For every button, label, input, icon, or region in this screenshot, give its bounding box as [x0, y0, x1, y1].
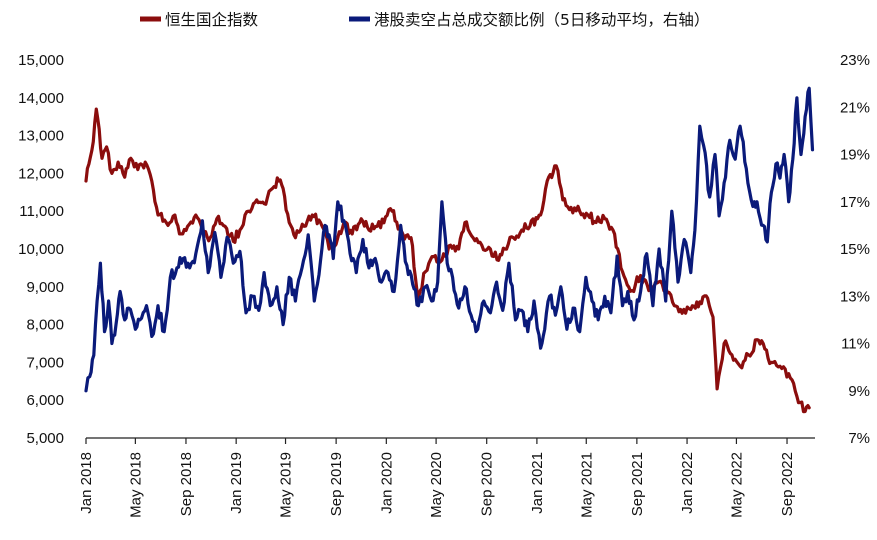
x-axis: Jan 2018 May 2018 Sep 2018 Jan 2019 May 2019… [78, 438, 796, 518]
right-tick-label: 23% [840, 52, 870, 69]
left-tick-label: 5,000 [26, 430, 64, 447]
left-axis: 15,000 14,000 13,000 12,000 11,000 10,000 9,00… [18, 52, 64, 447]
x-tick-label: Sep 2022 [779, 452, 796, 516]
x-tick-label: May 2022 [728, 452, 745, 518]
x-tick-label: Jan 2021 [529, 452, 546, 514]
x-tick-label: Jan 2020 [378, 452, 395, 514]
right-axis: 23% 21% 19% 17% 15% 13% 11% 9% 7% [840, 52, 870, 447]
legend-label-hsce: 恒生国企指数 [165, 11, 259, 29]
x-tick-label: Sep 2020 [479, 452, 496, 516]
x-tick-label: Sep 2019 [328, 452, 345, 516]
x-tick-label: May 2019 [278, 452, 295, 518]
left-tick-label: 13,000 [18, 128, 64, 145]
series-line-1 [84, 86, 815, 393]
right-tick-label: 9% [848, 383, 870, 400]
left-tick-label: 6,000 [26, 392, 64, 409]
right-tick-label: 21% [840, 99, 870, 116]
left-tick-label: 8,000 [26, 317, 64, 334]
plot-area [84, 86, 815, 414]
legend-label-short-ratio: 港股卖空占总成交额比例（5日移动平均，右轴） [374, 11, 709, 29]
left-tick-label: 15,000 [18, 52, 64, 69]
right-tick-label: 15% [840, 241, 870, 258]
legend: 恒生国企指数 港股卖空占总成交额比例（5日移动平均，右轴） [140, 11, 709, 29]
right-tick-label: 19% [840, 147, 870, 164]
left-tick-label: 9,000 [26, 279, 64, 296]
x-tick-label: May 2018 [127, 452, 144, 518]
x-tick-label: Jan 2019 [228, 452, 245, 514]
right-tick-label: 7% [848, 430, 870, 447]
x-tick-label: Jan 2018 [78, 452, 95, 514]
x-tick-label: Sep 2018 [178, 452, 195, 516]
left-tick-label: 12,000 [18, 165, 64, 182]
right-tick-label: 13% [840, 288, 870, 305]
right-tick-label: 11% [841, 336, 870, 353]
x-tick-label: Jan 2022 [679, 452, 696, 514]
x-tick-label: Sep 2021 [629, 452, 646, 516]
left-tick-label: 11,000 [19, 203, 64, 220]
x-tick-label: May 2021 [578, 452, 595, 518]
right-tick-label: 17% [840, 194, 870, 211]
x-tick-label: May 2020 [428, 452, 445, 518]
left-tick-label: 10,000 [18, 241, 64, 258]
left-tick-label: 14,000 [18, 90, 64, 107]
left-tick-label: 7,000 [26, 354, 64, 371]
